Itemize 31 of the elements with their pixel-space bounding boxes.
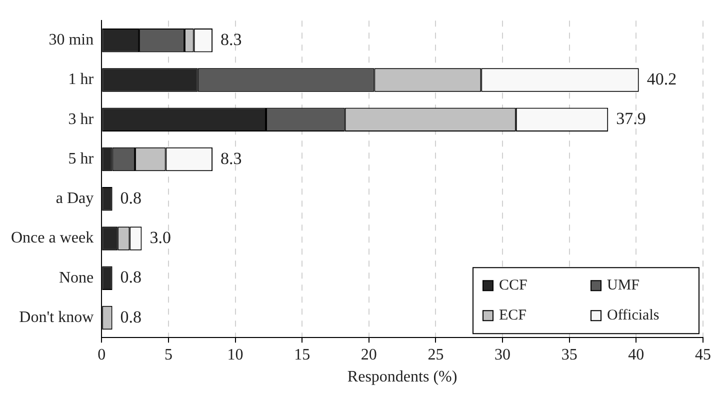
total-label: 37.9	[616, 109, 646, 128]
total-label: 3.0	[150, 228, 171, 248]
x-tick-label: 35	[561, 346, 578, 364]
x-tick-label: 10	[227, 346, 244, 364]
x-tick-label: 0	[98, 346, 106, 364]
x-tick-label: 30	[494, 346, 511, 364]
total-label: 0.8	[120, 188, 142, 208]
x-axis-title: Respondents (%)	[347, 368, 458, 386]
y-tick-label: Don't know	[19, 308, 94, 326]
y-tick-label: 3 hr	[68, 110, 94, 128]
y-tick-label: None	[58, 269, 94, 286]
y-tick-label: 30 min	[48, 32, 94, 49]
legend-label: ECF	[499, 308, 527, 324]
y-tick-label: Once a week	[10, 230, 94, 247]
legend-label: UMF	[607, 278, 640, 294]
total-label: 40.2	[646, 70, 677, 89]
total-label: 0.8	[120, 307, 142, 326]
legend-label: Officials	[607, 308, 660, 324]
y-tick-label: 5 hr	[68, 150, 94, 168]
x-tick-label: 25	[428, 346, 444, 364]
x-tick-label: 15	[294, 346, 310, 364]
x-tick-label: 45	[695, 346, 711, 364]
y-tick-label: a Day	[56, 190, 94, 208]
total-label: 0.8	[120, 268, 142, 287]
y-tick-label: 1 hr	[68, 71, 94, 88]
legend-label: CCF	[499, 278, 528, 294]
x-tick-label: 20	[360, 346, 377, 364]
x-tick-label: 40	[628, 346, 644, 364]
total-label: 8.3	[220, 30, 242, 49]
x-tick-label: 5	[164, 346, 172, 364]
total-label: 8.3	[220, 148, 242, 168]
